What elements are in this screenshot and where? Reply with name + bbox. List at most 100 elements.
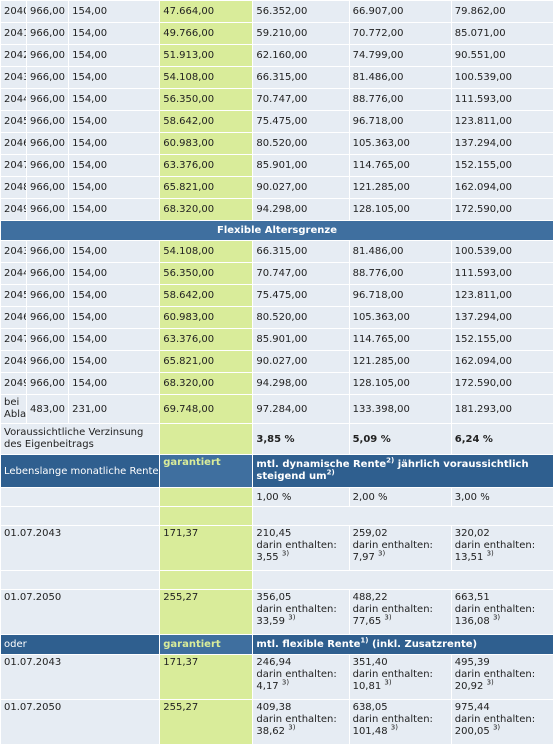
wert-2-cell: 114.765,00 bbox=[349, 329, 451, 350]
wert-3-cell: 123.811,00 bbox=[451, 111, 553, 132]
rate-value: 2,00 % bbox=[349, 488, 451, 506]
dyn-title-b: jährlich voraussichtlich steigend um bbox=[256, 459, 529, 482]
contained-label: darin enthalten: bbox=[352, 669, 433, 680]
table-row: 2047966,00154,0063.376,0085.901,00114.76… bbox=[1, 155, 553, 176]
dyn-header-garantiert: garantiert bbox=[160, 455, 253, 487]
garantiert-cell: 69.748,00 bbox=[160, 395, 253, 423]
wert-1-cell: 62.160,00 bbox=[253, 45, 349, 66]
verzinsung-value: 6,24 % bbox=[451, 424, 553, 454]
wert-1-cell: 70.747,00 bbox=[253, 263, 349, 284]
year-cell: 2040 bbox=[1, 1, 27, 22]
rente-date-cell: 01.07.2050 bbox=[1, 700, 160, 744]
rente-date-cell: 01.07.2043 bbox=[1, 655, 160, 699]
wert-1-cell: 90.027,00 bbox=[253, 177, 349, 198]
wert-3-cell: 162.094,00 bbox=[451, 351, 553, 372]
contained-value: 136,08 bbox=[454, 616, 490, 627]
wert-3-cell: 123.811,00 bbox=[451, 285, 553, 306]
rates-row: 1,00 % 2,00 % 3,00 % bbox=[1, 488, 553, 506]
wert-1-cell: 85.901,00 bbox=[253, 329, 349, 350]
wert-1-cell: 56.352,00 bbox=[253, 1, 349, 22]
table-row: 2044966,00154,0056.350,0070.747,0088.776… bbox=[1, 263, 553, 284]
rente-value-cell: 975,44 darin enthalten: 200,05 3) bbox=[451, 700, 553, 744]
wert-2-cell: 88.776,00 bbox=[349, 89, 451, 110]
year-cell: bei Ablauf bbox=[1, 395, 27, 423]
zulage-cell: 154,00 bbox=[69, 241, 160, 262]
table-row: 2047966,00154,0063.376,0085.901,00114.76… bbox=[1, 329, 553, 350]
contained-value: 4,17 bbox=[256, 681, 279, 692]
beitrag-cell: 483,00 bbox=[27, 395, 69, 423]
footnote-3: 3) bbox=[281, 549, 290, 558]
garantiert-cell: 54.108,00 bbox=[160, 241, 253, 262]
flex-header-row: oder garantiert mtl. flexible Rente1) (ink… bbox=[1, 635, 553, 654]
zulage-cell: 154,00 bbox=[69, 263, 160, 284]
garantiert-cell: 49.766,00 bbox=[160, 23, 253, 44]
zulage-cell: 154,00 bbox=[69, 133, 160, 154]
rente-value-cell: 356,05 darin enthalten: 33,59 3) bbox=[253, 590, 349, 634]
wert-3-cell: 172.590,00 bbox=[451, 373, 553, 394]
verzinsung-empty-cell bbox=[160, 424, 253, 454]
zulage-cell: 154,00 bbox=[69, 23, 160, 44]
rente-value-cell: 351,40 darin enthalten: 10,81 3) bbox=[349, 655, 451, 699]
spacer-cell bbox=[253, 507, 553, 525]
wert-2-cell: 128.105,00 bbox=[349, 199, 451, 220]
rente-garantiert-cell: 255,27 bbox=[160, 590, 253, 634]
rente-value: 246,94 bbox=[256, 657, 292, 668]
beitrag-cell: 966,00 bbox=[27, 133, 69, 154]
beitrag-cell: 966,00 bbox=[27, 373, 69, 394]
wert-1-cell: 94.298,00 bbox=[253, 199, 349, 220]
year-cell: 2041 bbox=[1, 23, 27, 44]
footnote-3: 3) bbox=[390, 723, 398, 732]
garantiert-cell: 56.350,00 bbox=[160, 263, 253, 284]
footnote-3: 3) bbox=[288, 613, 296, 622]
zulage-cell: 154,00 bbox=[69, 351, 160, 372]
wert-1-cell: 66.315,00 bbox=[253, 241, 349, 262]
table-row: 2041966,00154,0049.766,0059.210,0070.772… bbox=[1, 23, 553, 44]
wert-3-cell: 100.539,00 bbox=[451, 67, 553, 88]
year-cell: 2047 bbox=[1, 155, 27, 176]
dyn-header-title: mtl. dynamische Rente2) jährlich vorauss… bbox=[253, 455, 553, 487]
beitrag-cell: 966,00 bbox=[27, 329, 69, 350]
wert-3-cell: 172.590,00 bbox=[451, 199, 553, 220]
contained-value: 13,51 bbox=[454, 552, 484, 563]
rente-garantiert-cell: 171,37 bbox=[160, 655, 253, 699]
zulage-cell: 154,00 bbox=[69, 285, 160, 306]
beitrag-cell: 966,00 bbox=[27, 263, 69, 284]
year-cell: 2045 bbox=[1, 285, 27, 306]
wert-3-cell: 79.862,00 bbox=[451, 1, 553, 22]
year-cell: 2046 bbox=[1, 133, 27, 154]
garantiert-cell: 65.821,00 bbox=[160, 351, 253, 372]
wert-2-cell: 133.398,00 bbox=[349, 395, 451, 423]
spacer-cell bbox=[160, 571, 253, 589]
wert-3-cell: 111.593,00 bbox=[451, 89, 553, 110]
wert-2-cell: 105.363,00 bbox=[349, 307, 451, 328]
zulage-cell: 154,00 bbox=[69, 45, 160, 66]
contained-label: darin enthalten: bbox=[256, 714, 337, 725]
spacer-cell bbox=[1, 507, 160, 525]
garantiert-cell: 58.642,00 bbox=[160, 285, 253, 306]
rente-value: 663,51 bbox=[454, 592, 490, 603]
footnote-1: 1) bbox=[360, 636, 369, 645]
spacer-row bbox=[1, 507, 553, 525]
rente-value-cell: 638,05 darin enthalten: 101,48 3) bbox=[349, 700, 451, 744]
beitrag-cell: 966,00 bbox=[27, 307, 69, 328]
wert-2-cell: 96.718,00 bbox=[349, 111, 451, 132]
contained-label: darin enthalten: bbox=[352, 540, 433, 551]
beitrag-cell: 966,00 bbox=[27, 45, 69, 66]
rente-value-cell: 210,45 darin enthalten: 3,55 3) bbox=[253, 526, 349, 570]
contained-label: darin enthalten: bbox=[256, 669, 337, 680]
wert-1-cell: 70.747,00 bbox=[253, 89, 349, 110]
beitrag-cell: 966,00 bbox=[27, 199, 69, 220]
flex-title-a: mtl. flexible Rente bbox=[256, 639, 361, 650]
rente-garantiert-cell: 255,27 bbox=[160, 700, 253, 744]
year-cell: 2044 bbox=[1, 89, 27, 110]
footnote-3: 3) bbox=[486, 549, 494, 558]
table-row: 2048966,00154,0065.821,0090.027,00121.28… bbox=[1, 351, 553, 372]
rente-value-cell: 259,02 darin enthalten: 7,97 3) bbox=[349, 526, 451, 570]
zulage-cell: 154,00 bbox=[69, 89, 160, 110]
year-cell: 2042 bbox=[1, 45, 27, 66]
rente-value: 495,39 bbox=[454, 657, 490, 668]
year-cell: 2048 bbox=[1, 177, 27, 198]
footnote-3: 3) bbox=[281, 678, 290, 687]
garantiert-cell: 63.376,00 bbox=[160, 329, 253, 350]
